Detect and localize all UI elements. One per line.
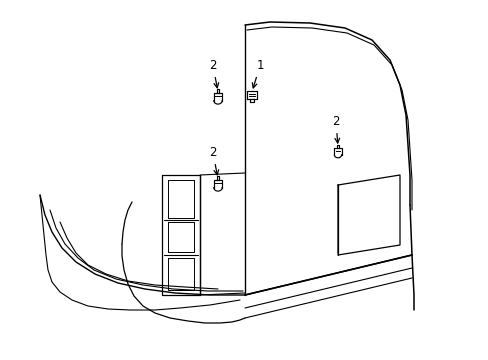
Text: 2: 2 bbox=[209, 146, 218, 175]
Text: 1: 1 bbox=[252, 59, 263, 88]
Text: 2: 2 bbox=[209, 59, 218, 88]
Text: 2: 2 bbox=[331, 115, 339, 143]
